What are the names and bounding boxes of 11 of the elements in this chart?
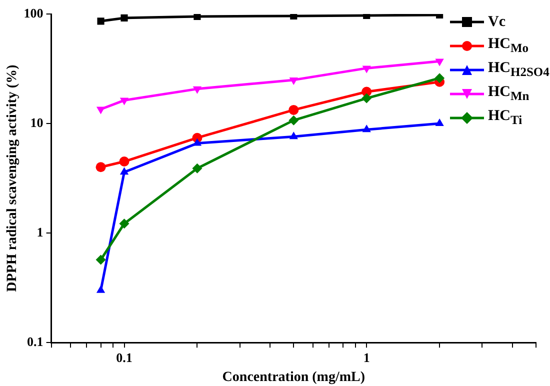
x-axis-title: Concentration (mg/mL) bbox=[222, 370, 366, 386]
y-axis-title: DPPH radical scavenging activity (%) bbox=[5, 64, 20, 292]
y-tick-label: 0.1 bbox=[27, 334, 44, 349]
y-tick-label: 1 bbox=[36, 224, 44, 240]
legend-label: HC$_{Mo}$ bbox=[488, 36, 529, 56]
legend-label: HC$_{Mn}$ bbox=[488, 84, 530, 104]
legend-label: HC$_{H2SO4}$ bbox=[488, 60, 550, 80]
legend-label: Vc bbox=[488, 14, 506, 30]
legend-label: HC$_{Ti}$ bbox=[488, 108, 522, 128]
y-tick-label: 100 bbox=[24, 5, 44, 20]
y-tick-label: 10 bbox=[30, 114, 44, 130]
